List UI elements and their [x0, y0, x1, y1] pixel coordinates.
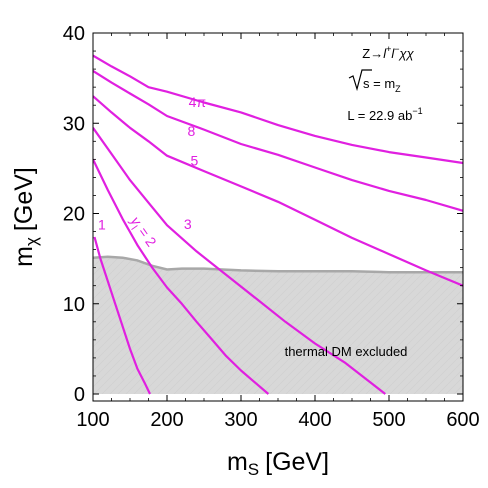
sqrt-s-label: s = mZ [348, 69, 401, 94]
x-axis-title-sub: S [248, 460, 259, 479]
sqrt-sign [348, 69, 372, 92]
y-tick-label-20: 20 [63, 204, 85, 226]
svg-text:s = mZ: s = mZ [363, 76, 401, 94]
y-axis-title: mχ[GeV] [10, 167, 41, 267]
y-axis-title-unit: [GeV] [10, 167, 38, 231]
contour-line-2 [93, 158, 270, 395]
contour-label-4: 5 [190, 153, 198, 169]
luminosity-label: L = 22.9 ab−1 [347, 106, 422, 123]
y-axis-title-sub: χ [22, 237, 41, 246]
process-label: Z→l+l−χχ [362, 44, 414, 61]
y-tick-label-10: 10 [63, 294, 85, 316]
x-tick-label-500: 500 [372, 409, 405, 431]
y-tick-label-0: 0 [74, 384, 85, 406]
excluded-region-label: thermal DM excluded [285, 344, 408, 359]
x-tick-label-100: 100 [76, 409, 109, 431]
excluded-region [93, 256, 463, 394]
contour-label-1: 1 [98, 217, 106, 233]
y-tick-label-30: 30 [63, 113, 85, 135]
y-tick-label-40: 40 [63, 23, 85, 45]
x-tick-label-400: 400 [298, 409, 331, 431]
excluded-region-boundary [93, 255, 463, 274]
contour-line-4 [93, 95, 463, 287]
contour-label-3: 3 [184, 216, 192, 232]
x-tick-label-200: 200 [150, 409, 183, 431]
x-axis-title-unit: [GeV] [265, 448, 329, 476]
x-tick-label-600: 600 [446, 409, 479, 431]
contour-line-1 [93, 236, 151, 395]
contour-label-5: 8 [188, 123, 196, 139]
x-axis-title: mS [GeV] [227, 448, 329, 479]
x-tick-label-300: 300 [224, 409, 257, 431]
contour-line-3 [93, 127, 386, 395]
contour-label-6: 4π [189, 94, 207, 110]
contour-line-5 [93, 69, 463, 212]
contour-line-6 [93, 54, 463, 165]
